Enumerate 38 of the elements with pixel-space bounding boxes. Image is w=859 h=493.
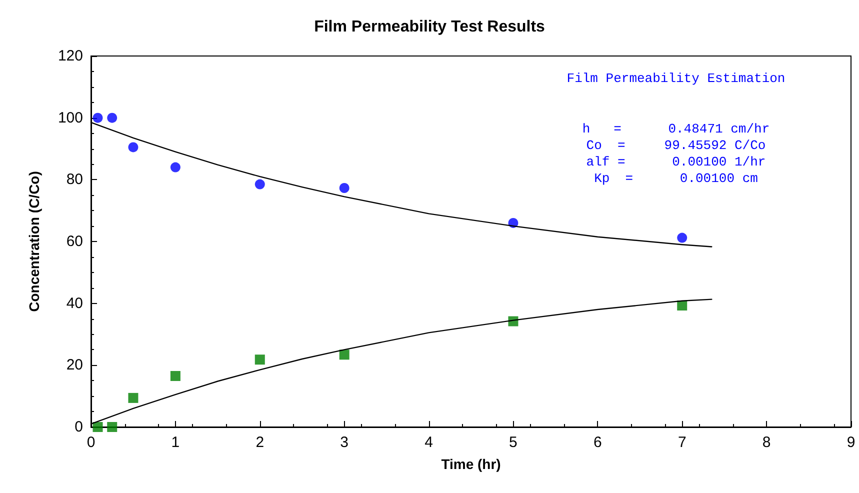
x-tick-label: 0 — [86, 434, 96, 451]
y-tick-label: 120 — [58, 48, 83, 64]
x-tick-label: 9 — [846, 434, 856, 451]
point — [92, 422, 103, 432]
x-tick-label: 6 — [593, 434, 602, 451]
point — [254, 354, 265, 365]
y-tick-label: 20 — [66, 356, 83, 374]
point — [339, 350, 350, 360]
x-tick-label: 1 — [171, 434, 180, 451]
y-tick-label: 60 — [66, 233, 83, 250]
y-tick-label: 100 — [58, 109, 83, 126]
y-tick-label: 40 — [66, 294, 83, 312]
y-axis-title: Concentration (C/Co) — [26, 171, 42, 312]
x-tick-label: 3 — [340, 434, 349, 451]
point — [339, 183, 350, 194]
point — [254, 179, 265, 190]
point — [128, 142, 138, 152]
point — [107, 112, 118, 123]
point — [170, 162, 180, 172]
y-tick-label: 0 — [74, 418, 83, 436]
point — [92, 112, 103, 123]
annotation: Co = 99.45592 C/Co — [586, 138, 766, 153]
point — [677, 232, 688, 243]
x-tick-label: 2 — [256, 434, 264, 451]
point — [107, 422, 118, 432]
x-tick-label: 5 — [509, 434, 518, 451]
x-tick-label: 8 — [762, 434, 771, 451]
annotation: alf = 0.00100 1/hr — [586, 154, 766, 170]
point — [128, 392, 138, 403]
annotation: Kp = 0.00100 cm — [594, 171, 758, 186]
x-tick-label: 4 — [424, 434, 433, 451]
annotation: Film Permeability Estimation — [566, 71, 786, 86]
annotation: h = 0.48471 cm/hr — [582, 122, 770, 136]
point — [170, 370, 180, 381]
chart-title: Film Permeability Test Results — [314, 18, 546, 36]
x-axis-title: Time (hr) — [441, 456, 501, 472]
y-tick-label: 80 — [66, 171, 83, 188]
x-tick-label: 7 — [678, 434, 686, 451]
